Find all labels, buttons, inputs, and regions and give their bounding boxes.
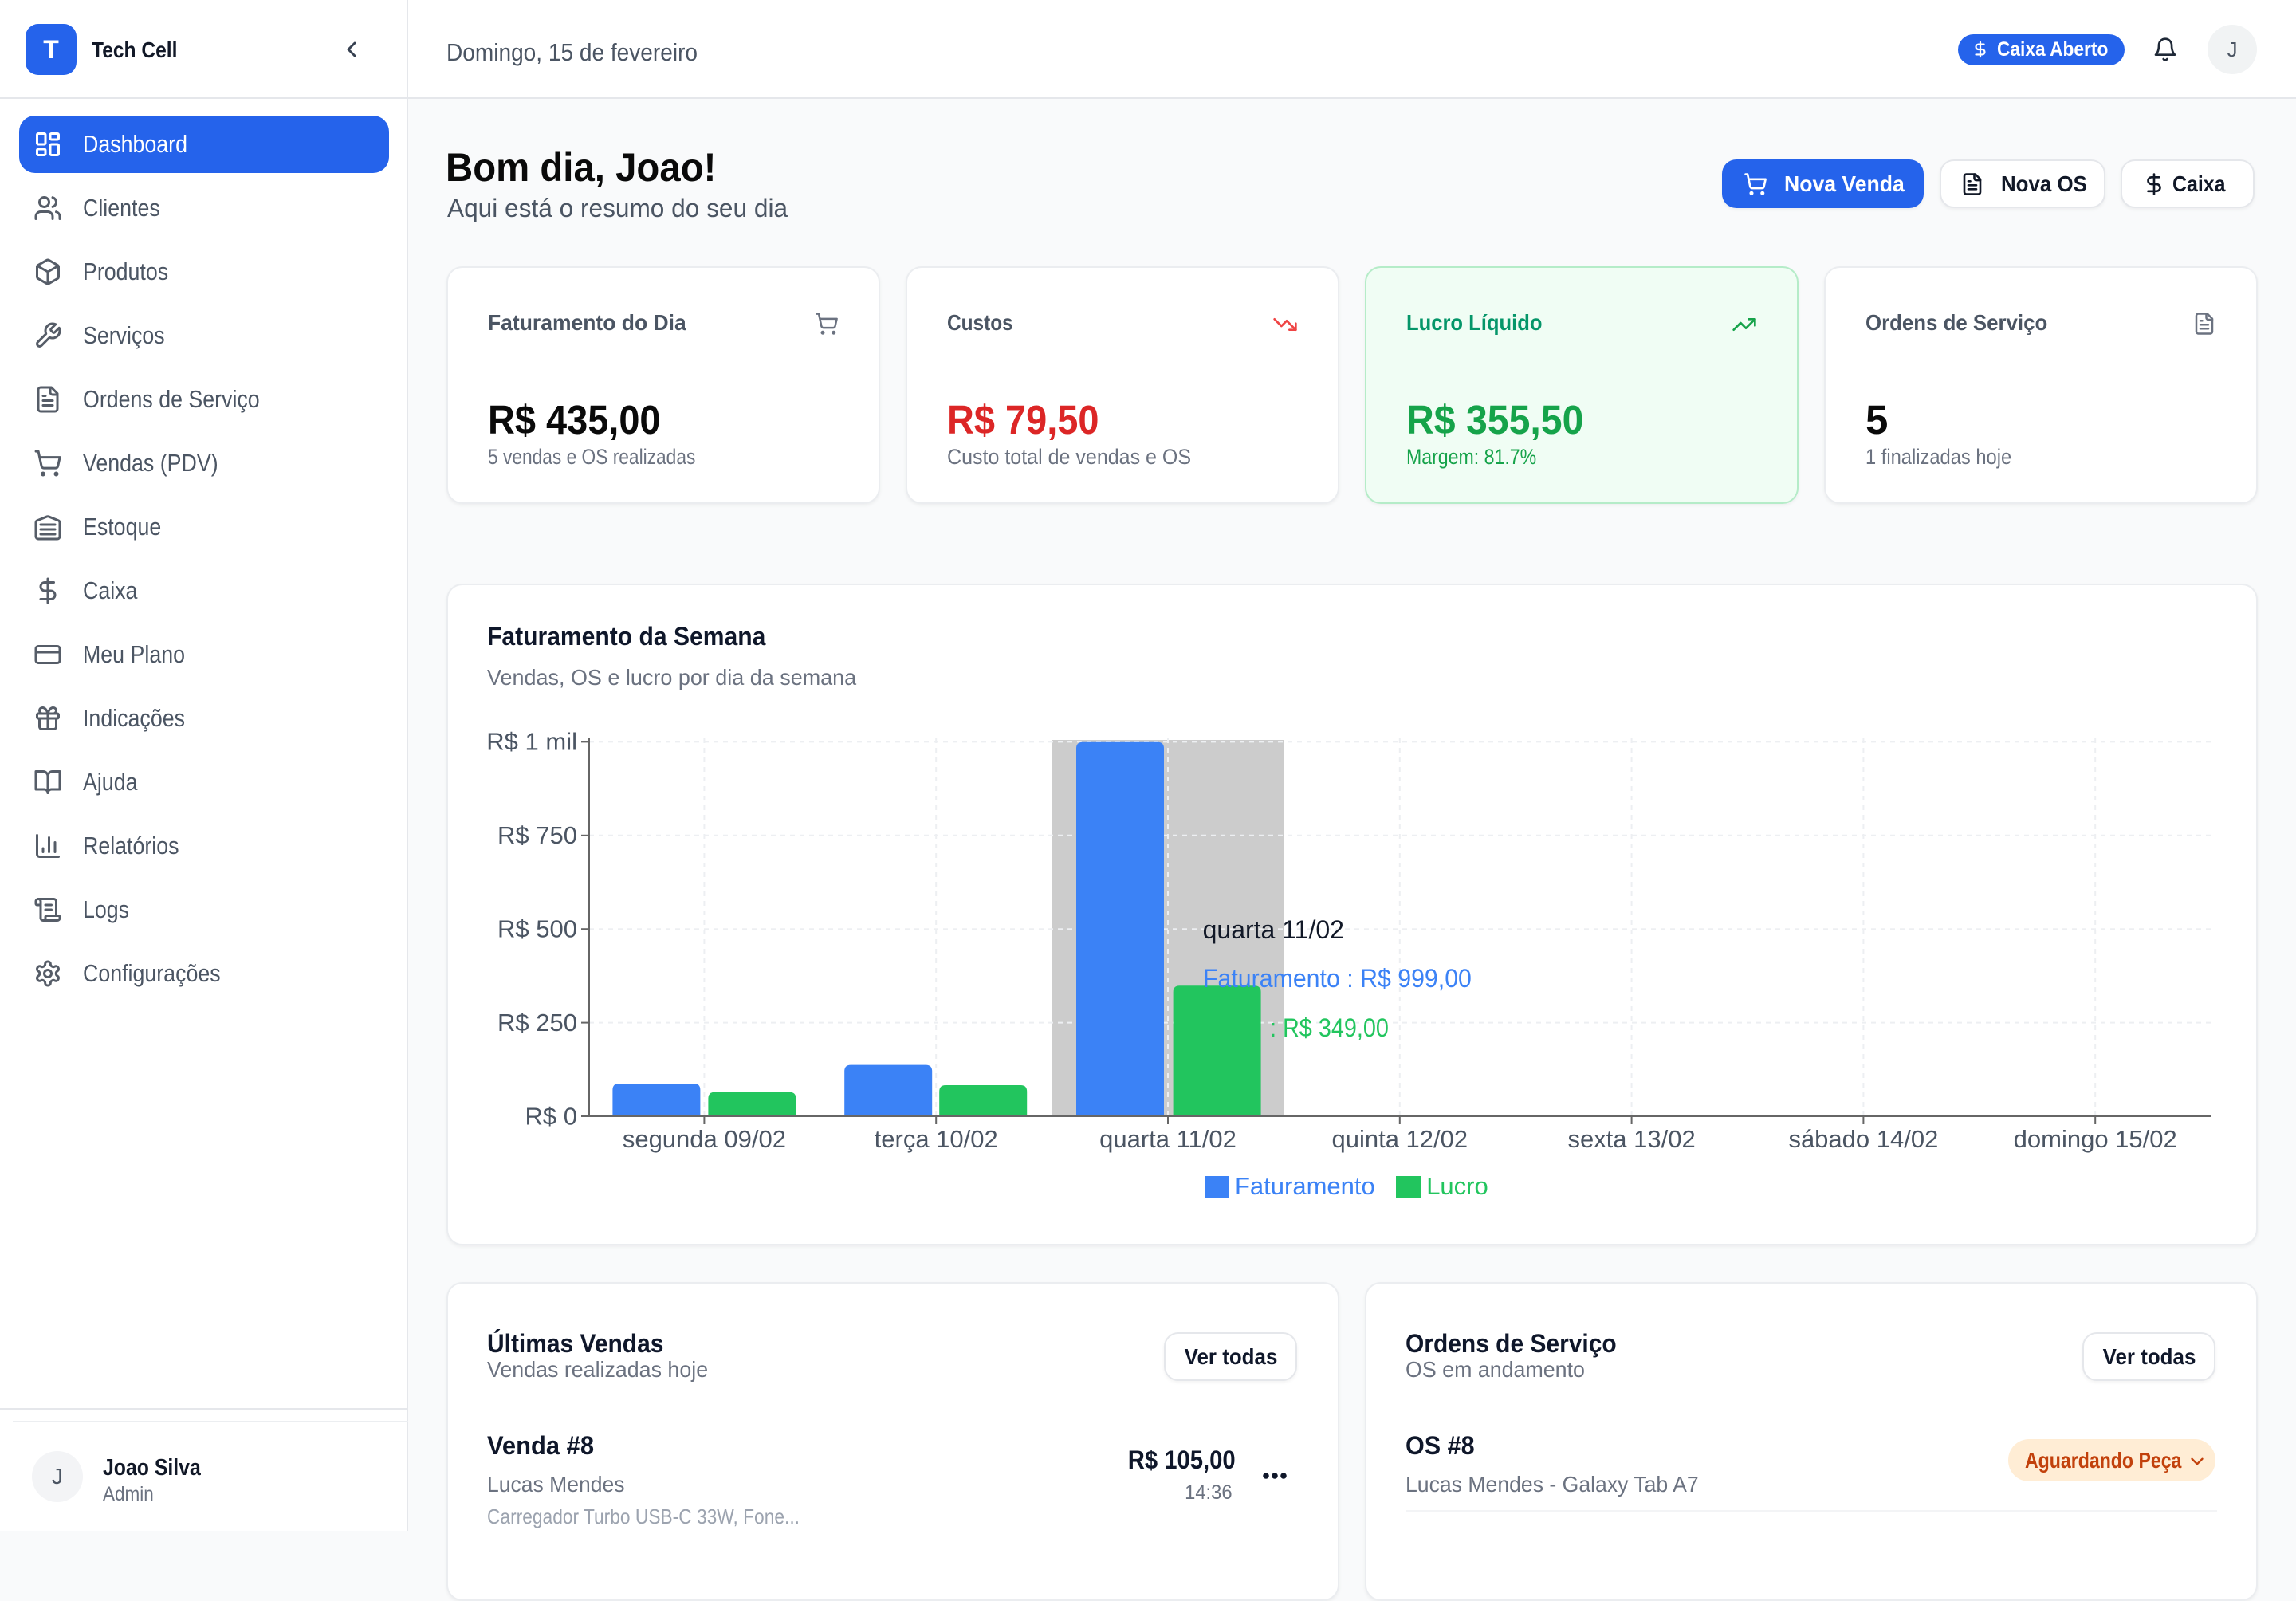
svg-text:segunda 09/02: segunda 09/02 [623, 1125, 786, 1153]
svg-text:R$ 750: R$ 750 [497, 821, 577, 849]
svg-text:domingo 15/02: domingo 15/02 [2014, 1125, 2177, 1153]
svg-text:R$ 1 mil: R$ 1 mil [486, 728, 577, 756]
svg-text:R$ 250: R$ 250 [497, 1009, 577, 1037]
svg-text:sábado 14/02: sábado 14/02 [1788, 1125, 1938, 1153]
svg-text:terça 10/02: terça 10/02 [875, 1125, 998, 1153]
svg-text:sexta 13/02: sexta 13/02 [1567, 1125, 1695, 1153]
svg-text:quinta 12/02: quinta 12/02 [1331, 1125, 1468, 1153]
svg-text:quarta 11/02: quarta 11/02 [1099, 1125, 1236, 1153]
svg-text:R$ 0: R$ 0 [525, 1102, 577, 1130]
svg-text:R$ 500: R$ 500 [497, 915, 577, 943]
